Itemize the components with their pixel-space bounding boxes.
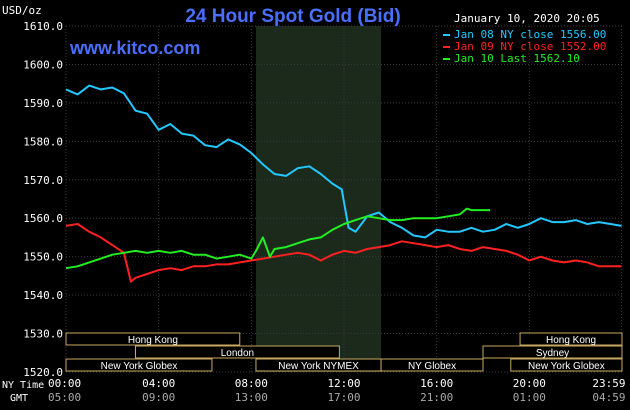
y-axis-ticks: 1520.0 1530.0 1540.0 1550.0 1560.0 1570.0 1580… (23, 20, 63, 379)
session-bar (519, 332, 623, 346)
x-tick-label-gmt: 01:00 (513, 391, 546, 404)
series-line-0 (65, 84, 622, 239)
session-label: Hong Kong (546, 335, 596, 346)
session-label: New York Globex (101, 361, 178, 372)
session-bar (65, 332, 241, 346)
date-label: January 10, 2020 20:05 (454, 12, 600, 25)
x-tick-label-gmt: 09:00 (142, 391, 175, 404)
x-tick-label-ny: 12:00 (327, 377, 360, 390)
series-line-2 (65, 207, 490, 270)
y-tick-label: 1560.0 (23, 212, 63, 225)
session-bar (65, 358, 213, 372)
x-tick-label-gmt: 17:00 (327, 391, 360, 404)
watermark-text: www.kitco.com (69, 38, 200, 58)
series-line-1 (65, 223, 622, 283)
y-tick-label: 1580.0 (23, 135, 63, 148)
x-tick-label-gmt: 21:00 (420, 391, 453, 404)
nymex-session-shade (255, 26, 382, 372)
y-tick-label: 1590.0 (23, 97, 63, 110)
y-tick-label: 1610.0 (23, 20, 63, 33)
x-tick-label-gmt: 05:00 (48, 391, 81, 404)
x-tick-label-ny: 08:00 (235, 377, 268, 390)
y-axis-label: USD/oz (2, 4, 42, 17)
session-bar (380, 358, 484, 372)
x-tick-label-gmt: 04:59 (592, 391, 625, 404)
legend: Jan 08 NY close 1556.00 Jan 09 NY close … (443, 28, 606, 65)
legend-label-jan08: Jan 08 NY close 1556.00 (454, 28, 606, 41)
series-lines (65, 84, 622, 283)
y-tick-label: 1570.0 (23, 174, 63, 187)
session-label: New York Globex (528, 361, 605, 372)
y-tick-label: 1520.0 (23, 366, 63, 379)
x-tick-label-ny: 20:00 (513, 377, 546, 390)
grid-lines (65, 25, 623, 373)
session-bar (135, 345, 340, 359)
x-row-label-gmt: GMT (10, 393, 28, 404)
legend-label-jan09: Jan 09 NY close 1552.00 (454, 40, 606, 53)
y-tick-label: 1540.0 (23, 289, 63, 302)
session-label: NY Globex (408, 361, 456, 372)
session-bar (482, 345, 623, 359)
session-label: Sydney (536, 348, 569, 359)
session-label: Hong Kong (128, 335, 178, 346)
x-row-label-ny: NY Time (2, 380, 44, 391)
chart-title: 24 Hour Spot Gold (Bid) (185, 6, 400, 27)
market-sessions: Hong Kong Hong Kong London Sydney New York G… (65, 332, 623, 372)
y-tick-label: 1550.0 (23, 251, 63, 264)
x-tick-label-ny: 23:59 (592, 377, 625, 390)
x-tick-label-ny: 16:00 (420, 377, 453, 390)
x-tick-label-gmt: 13:00 (235, 391, 268, 404)
y-tick-label: 1530.0 (23, 328, 63, 341)
legend-label-jan10: Jan 10 Last 1562.10 (454, 52, 580, 65)
session-label: New York NYMEX (278, 361, 359, 372)
session-label: London (221, 348, 254, 359)
session-bar (510, 358, 623, 372)
y-tick-label: 1600.0 (23, 58, 63, 71)
x-tick-label-ny: 04:00 (142, 377, 175, 390)
x-tick-label-ny: 00:00 (48, 377, 81, 390)
